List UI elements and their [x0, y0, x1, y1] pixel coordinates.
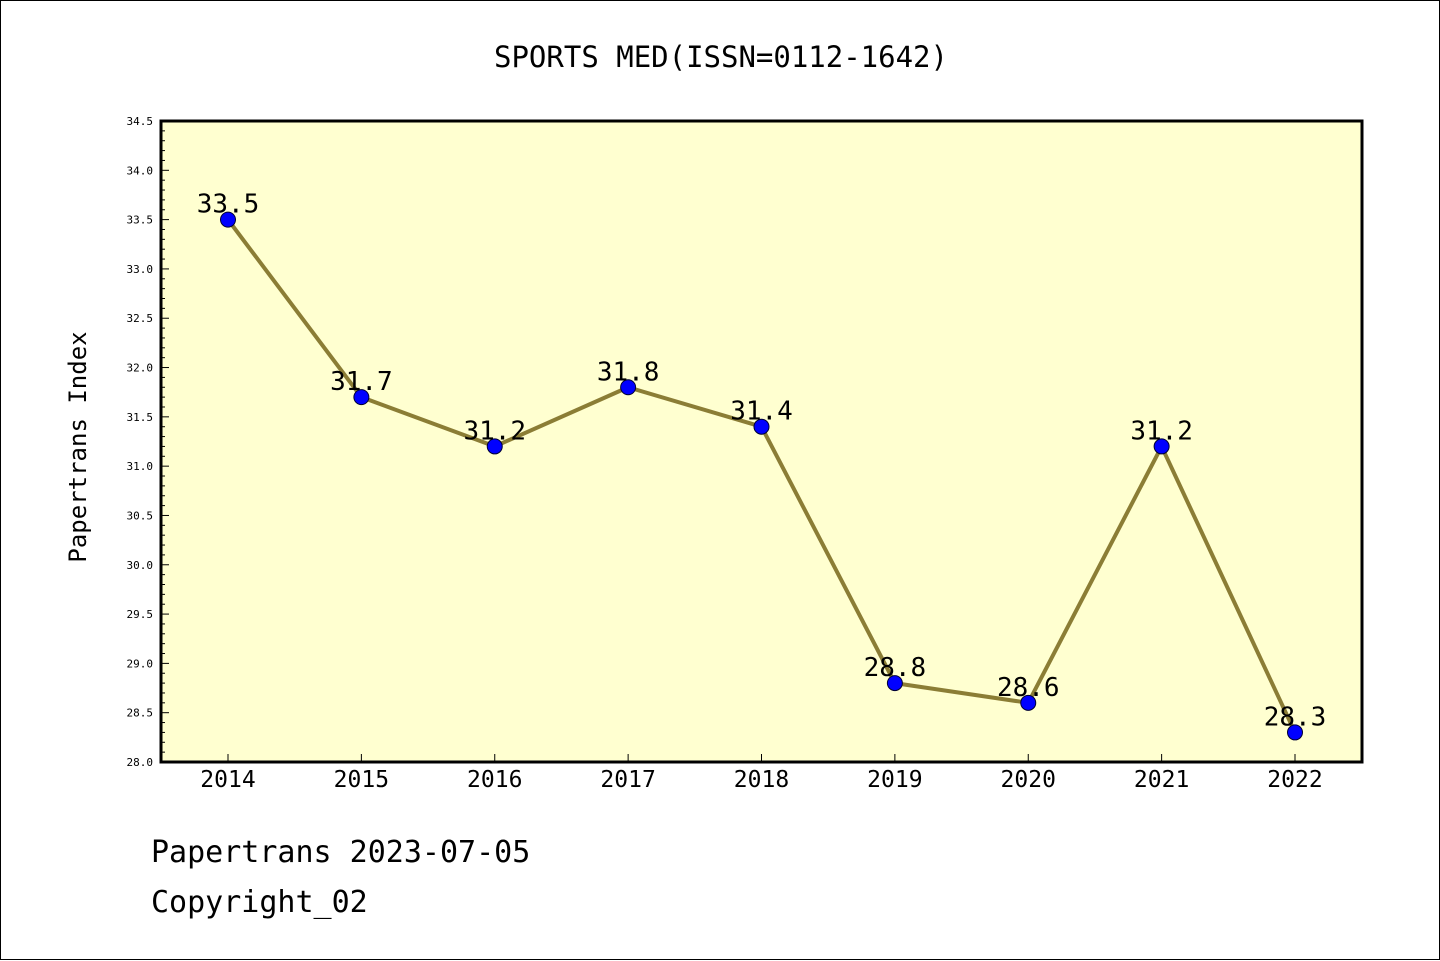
- x-axis-ticks: 2014 2015 2016 2017 2018 2019 2020 2021 2022: [200, 754, 1323, 793]
- y-tick-label: 28.5: [127, 707, 154, 720]
- y-axis-ticks: 28.0 28.5 29.0 29.5 30.0 30.5 31.0 31.5 32.0 32.5…: [127, 115, 169, 769]
- footer-date: Papertrans 2023-07-05: [151, 835, 531, 870]
- x-tick-label: 2022: [1267, 767, 1322, 793]
- y-tick-label: 28.0: [127, 756, 154, 769]
- data-label: 31.2: [1130, 416, 1193, 446]
- y-tick-label: 29.5: [127, 608, 154, 621]
- data-label: 31.7: [330, 367, 393, 397]
- data-label: 28.6: [997, 673, 1060, 703]
- y-tick-label: 32.5: [127, 312, 154, 325]
- y-tick-label: 31.5: [127, 411, 154, 424]
- y-tick-label: 30.0: [127, 559, 154, 572]
- data-point: [620, 379, 637, 396]
- data-label: 31.8: [597, 357, 660, 387]
- data-point: [486, 438, 503, 455]
- x-tick-label: 2017: [600, 767, 655, 793]
- x-tick-label: 2019: [867, 767, 922, 793]
- x-tick-label: 2015: [334, 767, 389, 793]
- y-tick-label: 34.0: [127, 164, 154, 177]
- data-point: [1020, 694, 1037, 711]
- data-point: [353, 389, 370, 406]
- x-tick-label: 2018: [734, 767, 789, 793]
- x-tick-label: 2021: [1134, 767, 1189, 793]
- data-label: 28.3: [1264, 702, 1327, 732]
- y-axis-label: Papertrans Index: [64, 331, 92, 562]
- y-tick-label: 29.0: [127, 657, 154, 670]
- data-point: [1153, 438, 1170, 455]
- y-tick-label: 32.0: [127, 362, 154, 375]
- data-labels: 33.5 31.7 31.2 31.8 31.4 28.8 28.6 31.2 28.3: [197, 190, 1327, 733]
- y-tick-label: 33.0: [127, 263, 154, 276]
- data-point: [1287, 724, 1303, 741]
- x-tick-label: 2020: [1001, 767, 1056, 793]
- chart-title: SPORTS MED(ISSN=0112-1642): [494, 40, 948, 74]
- data-label: 33.5: [197, 190, 260, 220]
- y-tick-label: 30.5: [127, 509, 154, 522]
- data-point: [220, 211, 236, 228]
- x-tick-label: 2014: [200, 767, 255, 793]
- data-point: [753, 418, 770, 435]
- data-label: 28.8: [864, 653, 927, 683]
- y-tick-label: 34.5: [127, 115, 154, 128]
- y-tick-label: 33.5: [127, 214, 154, 227]
- x-tick-label: 2016: [467, 767, 522, 793]
- y-tick-label: 31.0: [127, 460, 154, 473]
- data-points: [220, 211, 1303, 741]
- data-label: 31.4: [730, 397, 793, 427]
- footer-copyright: Copyright_02: [151, 885, 368, 920]
- data-label: 31.2: [463, 416, 526, 446]
- data-point: [886, 675, 903, 692]
